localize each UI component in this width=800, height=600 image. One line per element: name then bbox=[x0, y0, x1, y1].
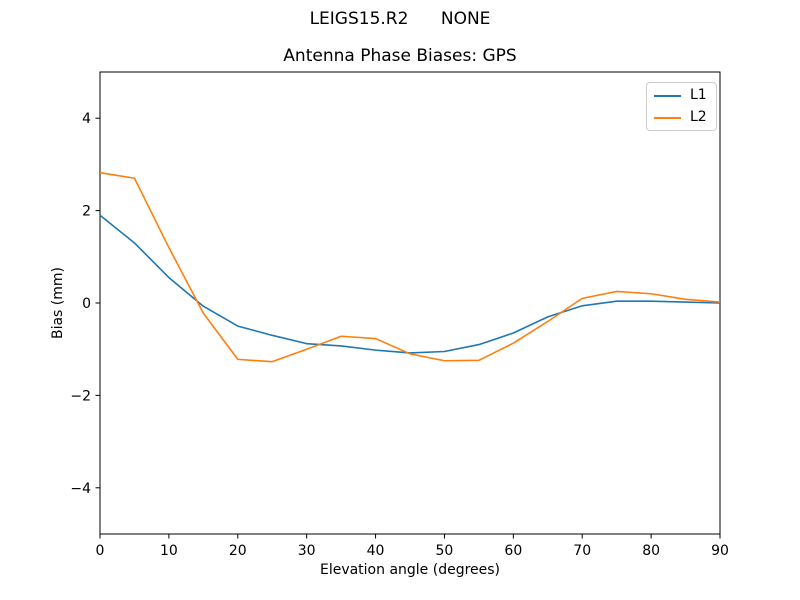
x-tick-label: 0 bbox=[96, 543, 105, 559]
y-tick-label: −4 bbox=[70, 481, 91, 497]
x-tick-label: 90 bbox=[711, 543, 729, 559]
x-tick-label: 30 bbox=[298, 543, 316, 559]
legend-item-l1: L1 bbox=[654, 88, 707, 103]
x-tick-label: 40 bbox=[367, 543, 385, 559]
legend-sample bbox=[654, 94, 681, 97]
y-tick-label: −2 bbox=[70, 388, 91, 404]
x-tick-label: 50 bbox=[436, 543, 454, 559]
figure-suptitle: LEIGS15.R2 NONE bbox=[309, 9, 491, 29]
x-tick-label: 10 bbox=[160, 543, 178, 559]
x-tick-label: 20 bbox=[229, 543, 247, 559]
x-tick-label: 60 bbox=[504, 543, 522, 559]
legend: L1 L2 bbox=[646, 82, 717, 131]
legend-label: L1 bbox=[690, 87, 707, 103]
plot-frame bbox=[99, 71, 721, 535]
x-tick-label: 70 bbox=[573, 543, 591, 559]
legend-sample bbox=[654, 116, 681, 119]
chart-title: Antenna Phase Biases: GPS bbox=[283, 46, 517, 66]
x-axis-label: Elevation angle (degrees) bbox=[319, 562, 501, 578]
series-line-l2 bbox=[99, 171, 721, 363]
y-tick-label: 2 bbox=[82, 204, 91, 220]
y-axis-label: Bias (mm) bbox=[50, 266, 66, 340]
legend-label: L2 bbox=[690, 109, 707, 125]
y-tick-label: 0 bbox=[82, 296, 91, 312]
x-tick-label: 80 bbox=[642, 543, 660, 559]
y-tick-label: 4 bbox=[82, 111, 91, 127]
series-line-l1 bbox=[99, 214, 721, 354]
legend-item-l2: L2 bbox=[654, 110, 707, 125]
